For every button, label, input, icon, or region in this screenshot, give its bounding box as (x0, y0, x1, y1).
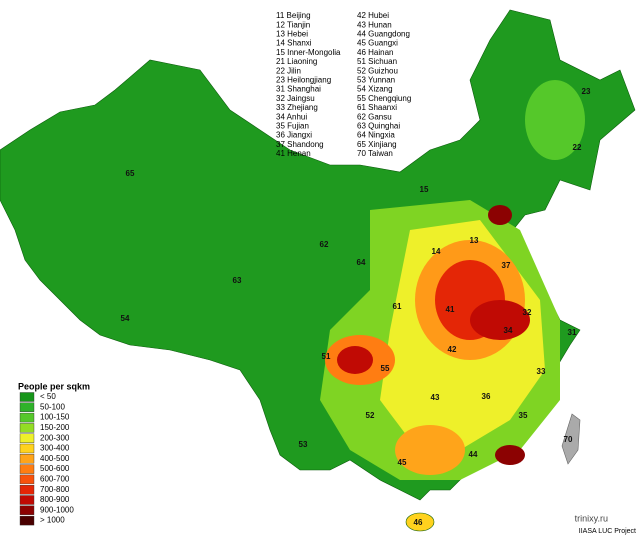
province-entry: 52 Guizhou (357, 66, 398, 75)
legend-swatch (19, 505, 35, 515)
province-entry: 46 Hainan (357, 48, 393, 57)
province-code: 22 (573, 143, 582, 152)
province-entry: 34 Anhui (276, 112, 307, 121)
province-code: 55 (381, 364, 390, 373)
province-code: 31 (568, 328, 577, 337)
province-entry: 51 Sichuan (357, 57, 397, 66)
watermark: trinixy.ru (575, 513, 608, 523)
province-entry: 62 Gansu (357, 112, 392, 121)
province-code: 45 (398, 458, 407, 467)
legend-label: 400-500 (40, 454, 70, 463)
province-entry: 55 Chengqiung (357, 94, 411, 103)
province-entry: 70 Taiwan (357, 149, 393, 158)
hainan-island (405, 512, 435, 532)
province-code: 35 (519, 411, 528, 420)
legend-label: 50-100 (40, 402, 65, 411)
province-entry: 61 Shaanxi (357, 103, 397, 112)
province-entry: 63 Quinghai (357, 122, 400, 131)
legend-swatch (19, 433, 35, 443)
province-entry: 36 Jiangxi (276, 131, 312, 140)
legend-swatch (19, 464, 35, 474)
province-code: 13 (470, 236, 479, 245)
province-entry: 32 Jaingsu (276, 94, 315, 103)
province-code: 41 (446, 305, 455, 314)
province-code: 23 (582, 87, 591, 96)
province-code: 37 (502, 261, 511, 270)
legend-label: 900-1000 (40, 505, 74, 514)
legend-swatch (19, 392, 35, 402)
legend-swatch (19, 412, 35, 423)
province-code: 43 (431, 393, 440, 402)
province-entry: 31 Shanghai (276, 85, 321, 94)
province-code: 51 (322, 352, 331, 361)
province-entry: 15 Inner-Mongolia (276, 48, 341, 57)
province-entry: 43 Hunan (357, 20, 392, 29)
legend-swatch (19, 454, 35, 464)
province-entry: 65 Xinjiang (357, 140, 397, 149)
legend-label: < 50 (40, 392, 56, 401)
province-entry: 53 Yunnan (357, 76, 395, 85)
province-entry: 42 Hubei (357, 11, 389, 20)
legend-label: 500-600 (40, 464, 70, 473)
legend-swatch (19, 443, 35, 454)
province-entry: 35 Fujian (276, 122, 309, 131)
province-entry: 45 Guangxi (357, 39, 398, 48)
legend-label: 300-400 (40, 444, 70, 453)
province-entry: 11 Beijing (276, 11, 311, 20)
density-areas (320, 80, 585, 480)
province-entry: 33 Zhejiang (276, 103, 318, 112)
province-entry: 23 Heilongjiang (276, 76, 331, 85)
province-code: 62 (320, 240, 329, 249)
legend-swatch (19, 402, 35, 412)
province-code: 54 (121, 314, 130, 323)
province-code: 44 (469, 450, 478, 459)
legend-swatch (19, 495, 35, 505)
province-code: 14 (432, 247, 441, 256)
province-code: 63 (233, 276, 242, 285)
legend-swatch (19, 423, 35, 433)
credit: IIASA LUC Project (579, 528, 636, 535)
province-code: 32 (523, 308, 532, 317)
province-entry: 64 Ningxia (357, 131, 395, 140)
province-code: 33 (537, 367, 546, 376)
legend-title: People per sqkm (18, 381, 90, 391)
legend-swatch (19, 515, 35, 526)
province-code: 65 (126, 169, 135, 178)
province-entry: 22 Jilin (276, 66, 301, 75)
legend-label: 700-800 (40, 485, 70, 494)
legend-swatch (19, 485, 35, 495)
province-code: 36 (482, 392, 491, 401)
legend-label: 100-150 (40, 413, 70, 422)
province-entry: 13 Hebei (276, 30, 308, 39)
province-code: 15 (420, 185, 429, 194)
province-entry: 44 Guangdong (357, 30, 410, 39)
province-code: 46 (414, 518, 423, 527)
province-code: 61 (393, 302, 402, 311)
province-entry: 21 Liaoning (276, 57, 317, 66)
legend-label: 200-300 (40, 433, 70, 442)
province-entry: 12 Tianjin (276, 20, 310, 29)
province-code: 42 (448, 345, 457, 354)
province-code: 53 (299, 440, 308, 449)
province-entry: 14 Shanxi (276, 39, 312, 48)
province-entry: 41 Henan (276, 149, 311, 158)
province-code: 52 (366, 411, 375, 420)
legend-label: 150-200 (40, 423, 70, 432)
taiwan-island (561, 413, 581, 465)
province-code: 64 (357, 258, 366, 267)
province-entry: 54 Xizang (357, 85, 393, 94)
legend-label: > 1000 (40, 516, 65, 525)
legend-label: 800-900 (40, 495, 70, 504)
legend-label: 600-700 (40, 475, 70, 484)
legend-swatch (19, 474, 35, 485)
province-code: 34 (504, 326, 513, 335)
province-code: 70 (564, 435, 573, 444)
province-entry: 37 Shandong (276, 140, 324, 149)
